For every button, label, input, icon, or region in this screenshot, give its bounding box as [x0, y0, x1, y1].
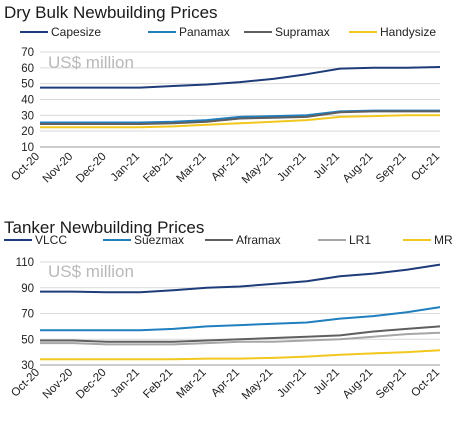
x-tick-label: Nov-20 — [41, 151, 76, 186]
x-tick-label: Jan-21 — [109, 367, 142, 400]
x-tick-label: Apr-21 — [209, 367, 242, 400]
y-tick-label: 60 — [21, 63, 34, 75]
series-line-vlcc — [40, 263, 441, 294]
chart-title: Dry Bulk Newbuilding Prices — [4, 3, 218, 22]
x-tick-label: Dec-20 — [74, 367, 109, 402]
x-tick-label: Jun-21 — [275, 367, 308, 400]
series-line-aframax — [40, 325, 441, 343]
legend-item-supramax: Supramax — [244, 25, 330, 39]
y-tick-label: 40 — [21, 95, 34, 107]
x-tick-label: May-21 — [240, 151, 276, 187]
x-tick-label: May-21 — [240, 367, 276, 403]
series-line-supramax — [40, 110, 440, 125]
legend-item-panamax: Panamax — [148, 25, 230, 39]
y-tick-label: 50 — [21, 79, 34, 91]
x-tick-label: Aug-21 — [341, 151, 376, 186]
x-tick-label: Nov-20 — [41, 367, 76, 402]
legend-item-capesize: Capesize — [20, 25, 101, 39]
legend-label: Suezmax — [134, 233, 184, 247]
y-tick-label: 70 — [21, 309, 34, 321]
y-tick-label: 110 — [16, 257, 34, 269]
chart-title: Tanker Newbuilding Prices — [4, 218, 204, 237]
legend-item-aframax: Aframax — [205, 233, 281, 247]
x-tick-label: Dec-20 — [74, 151, 109, 186]
x-tick-label: Sep-21 — [374, 367, 409, 402]
y-tick-label: 30 — [21, 360, 34, 372]
x-tick-label: Mar-21 — [175, 367, 209, 401]
x-tick-label: Oct-20 — [9, 151, 42, 184]
legend-item-mr: MR — [403, 233, 453, 247]
x-tick-label: Apr-21 — [209, 151, 242, 184]
x-tick-label: Feb-21 — [141, 367, 175, 401]
legend-label: VLCC — [35, 233, 67, 247]
legend-label: Supramax — [275, 25, 330, 39]
unit-label: US$ million — [48, 53, 134, 72]
x-tick-label: Oct-21 — [409, 151, 442, 184]
y-tick-label: 90 — [21, 283, 34, 295]
legend-item-handysize: Handysize — [349, 25, 436, 39]
x-tick-label: Aug-21 — [341, 367, 376, 402]
x-tick-label: Mar-21 — [175, 151, 209, 185]
legend-label: Handysize — [380, 25, 436, 39]
legend-label: Aframax — [236, 233, 281, 247]
unit-label: US$ million — [48, 262, 134, 281]
series-line-suezmax — [40, 306, 441, 332]
series-line-mr — [40, 349, 441, 361]
x-tick-label: Jul-21 — [311, 367, 342, 398]
chart-1: Dry Bulk Newbuilding Prices Capesize Panam… — [4, 3, 442, 186]
y-tick-label: 20 — [21, 126, 34, 138]
legend-label: MR — [434, 233, 453, 247]
legend-label: Capesize — [51, 25, 101, 39]
x-tick-label: Jan-21 — [109, 151, 142, 184]
series-line-capesize — [40, 66, 441, 89]
legend-item-suezmax: Suezmax — [103, 233, 184, 247]
x-tick-label: Jun-21 — [275, 151, 308, 184]
x-tick-label: Jul-21 — [311, 151, 342, 182]
x-tick-label: Oct-21 — [409, 367, 442, 400]
y-tick-label: 30 — [21, 110, 34, 122]
y-tick-label: 50 — [21, 334, 34, 346]
legend-item-vlcc: VLCC — [4, 233, 67, 247]
y-tick-label: 10 — [21, 142, 34, 154]
x-tick-label: Sep-21 — [374, 151, 409, 186]
legend-label: Panamax — [179, 25, 230, 39]
series-line-handysize — [40, 114, 440, 129]
legend-label: LR1 — [349, 233, 371, 247]
series-line-lr1 — [40, 331, 441, 346]
x-tick-label: Feb-21 — [141, 151, 175, 185]
y-tick-label: 70 — [21, 47, 34, 59]
legend-item-lr1: LR1 — [318, 233, 371, 247]
